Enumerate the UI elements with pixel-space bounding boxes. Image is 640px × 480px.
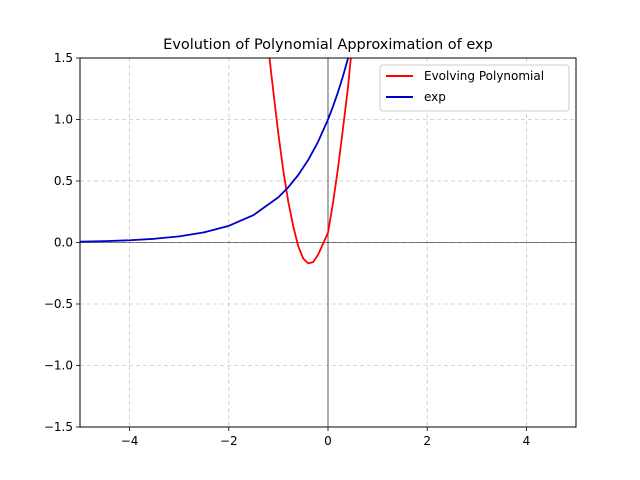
ticks: −4 −2 0 2 4 −1.5 −1.0 −0.5 0.0 0.5 1.0 1.5 [44,51,530,448]
y-tick-label: 0.5 [54,174,73,188]
y-tick-label: −1.0 [44,359,73,373]
x-tick-label: −2 [220,434,238,448]
x-tick-label: −4 [121,434,139,448]
chart-title: Evolution of Polynomial Approximation of… [163,37,493,53]
legend-label-exp: exp [424,90,446,104]
x-tick-label: 0 [324,434,332,448]
legend-box [379,64,570,112]
x-tick-label: 2 [423,434,431,448]
y-tick-label: 0.0 [54,236,73,250]
y-tick-label: 1.5 [54,51,73,65]
series-line-evolving-polynomial [268,58,352,265]
series-layer [80,58,352,265]
y-tick-label: −0.5 [44,297,73,311]
legend: Evolving Polynomial exp [379,64,570,112]
x-tick-label: 4 [523,434,531,448]
legend-label-evolving-polynomial: Evolving Polynomial [424,69,544,83]
y-tick-label: 1.0 [54,113,73,127]
series-line-exp [80,58,349,243]
y-tick-label: −1.5 [44,420,73,434]
